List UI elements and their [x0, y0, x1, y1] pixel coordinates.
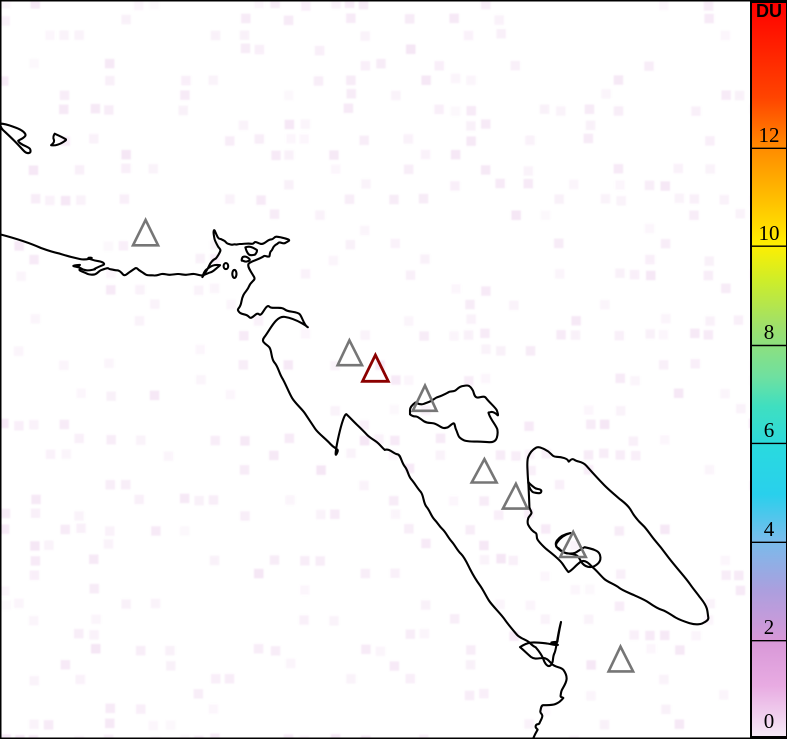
svg-text:6: 6: [764, 418, 775, 442]
svg-text:4: 4: [764, 517, 775, 541]
svg-text:0: 0: [764, 709, 775, 733]
svg-text:12: 12: [759, 123, 780, 147]
svg-text:2: 2: [764, 615, 775, 639]
svg-text:DU: DU: [756, 1, 782, 21]
svg-text:10: 10: [759, 221, 780, 245]
svg-text:8: 8: [764, 320, 775, 344]
